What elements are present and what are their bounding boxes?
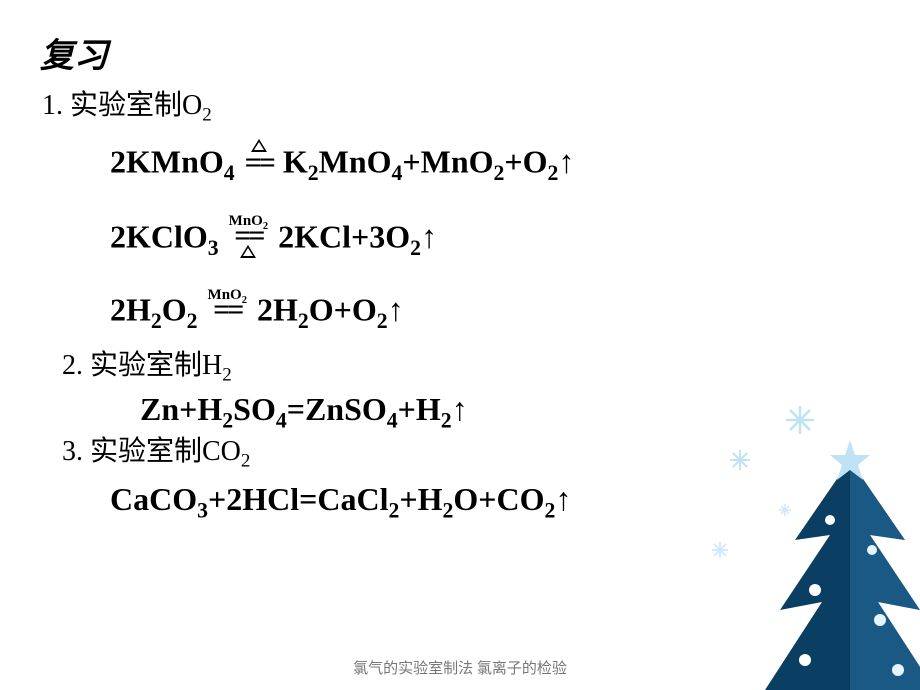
eq-h2o2-cat-sub: 2 xyxy=(242,295,247,306)
eq-co2-r1: +H xyxy=(399,481,442,517)
eq-kmno4-r4-sub: 2 xyxy=(548,161,559,185)
eq-co2-l: CaCO xyxy=(110,481,197,517)
eq-h2-r1: =ZnSO xyxy=(287,391,387,427)
eq-line: == xyxy=(245,155,273,172)
eq-kmno4-r3: +MnO xyxy=(402,144,493,180)
eq-kmno4-r1-sub: 2 xyxy=(308,161,319,185)
eq-h2-r2: +H xyxy=(398,391,441,427)
eq-kclo3-cond: MnO2 == xyxy=(229,214,268,263)
eq-h2-r2-sub: 2 xyxy=(441,408,452,432)
eq-co2-r1-sub: 2 xyxy=(442,498,453,522)
equation-co2: CaCO3+2HCl=CaCl2+H2O+CO2↑ xyxy=(110,483,880,515)
section-3-text: 3. 实验室制CO xyxy=(62,436,241,467)
eq-co2-r2: O+CO xyxy=(453,481,544,517)
eq-kmno4-r3-sub: 2 xyxy=(494,161,505,185)
eq-kmno4-r1: K xyxy=(283,144,308,180)
eq-h2-r1-sub: 4 xyxy=(387,408,398,432)
section-3-sub: 2 xyxy=(241,450,251,471)
equation-h2: Zn+H2SO4=ZnSO4+H2↑ xyxy=(140,393,880,425)
eq-h2o2-r1-sub: 2 xyxy=(298,309,309,333)
eq-h2-l: Zn+H xyxy=(140,391,222,427)
eq-h2o2-l2-sub: 2 xyxy=(187,309,198,333)
eq-co2-r2-sub: 2 xyxy=(544,498,555,522)
eq-co2-l2: +2HCl=CaCl xyxy=(208,481,388,517)
section-1: 1. 实验室制O2 xyxy=(42,83,880,123)
eq-kmno4-left: 2KMnO xyxy=(110,144,224,180)
gas-arrow-icon: ↑ xyxy=(558,144,574,180)
eq-kclo3-r1-sub: 2 xyxy=(410,235,421,259)
eq-h2o2-r1: 2H xyxy=(257,292,298,328)
section-2-sub: 2 xyxy=(222,364,232,385)
footer-text: 氯气的实验室制法 氯离子的检验 xyxy=(0,657,920,678)
eq-line: == xyxy=(213,302,241,319)
gas-arrow-icon: ↑ xyxy=(452,391,468,427)
blank xyxy=(225,320,229,335)
eq-h2-l2-sub: 4 xyxy=(276,408,287,432)
section-2: 2. 实验室制H2 xyxy=(62,343,880,383)
eq-co2-l2-sub: 2 xyxy=(388,498,399,522)
review-title: 复习 xyxy=(40,28,880,77)
eq-h2o2-l-sub: 2 xyxy=(151,309,162,333)
heat-triangle-icon xyxy=(240,245,256,262)
eq-kclo3-r1: 2KCl+3O xyxy=(278,218,410,254)
eq-kmno4-r2-sub: 4 xyxy=(392,161,403,185)
gas-arrow-icon: ↑ xyxy=(388,292,404,328)
eq-co2-l-sub: 3 xyxy=(197,498,208,522)
eq-line: == xyxy=(234,228,262,245)
eq-kmno4-r4: +O xyxy=(504,144,547,180)
eq-h2o2-l2: O xyxy=(162,292,187,328)
blank xyxy=(257,173,261,188)
section-2-text: 2. 实验室制H xyxy=(62,350,222,381)
gas-arrow-icon: ↑ xyxy=(421,218,437,254)
section-3: 3. 实验室制CO2 xyxy=(62,429,880,469)
eq-kmno4-cond: == xyxy=(245,139,273,188)
eq-h2-l2: SO xyxy=(233,391,276,427)
eq-h2o2-l: 2H xyxy=(110,292,151,328)
gas-arrow-icon: ↑ xyxy=(555,481,571,517)
eq-kclo3-left-sub: 3 xyxy=(208,235,219,259)
eq-h2o2-r2: O+O xyxy=(309,292,377,328)
slide: 复习 1. 实验室制O2 2KMnO4 == K2MnO4+MnO2+O2↑ 2… xyxy=(0,0,920,690)
eq-kmno4-r2: MnO xyxy=(319,144,392,180)
equation-h2o2: 2H2O2 MnO2 == 2H2O+O2↑ xyxy=(110,290,880,337)
eq-h2o2-cond: MnO2 == xyxy=(208,288,247,335)
eq-kclo3-left: 2KClO xyxy=(110,218,208,254)
eq-kmno4-left-sub: 4 xyxy=(224,161,235,185)
equation-kclo3: 2KClO3 MnO2 == 2KCl+3O2↑ xyxy=(110,216,880,265)
section-1-text: 1. 实验室制O xyxy=(42,90,202,121)
equation-kmno4: 2KMnO4 == K2MnO4+MnO2+O2↑ xyxy=(110,141,880,190)
eq-kclo3-cat-sub: 2 xyxy=(263,221,268,232)
eq-h2o2-r2-sub: 2 xyxy=(377,309,388,333)
section-1-sub: 2 xyxy=(202,105,212,126)
